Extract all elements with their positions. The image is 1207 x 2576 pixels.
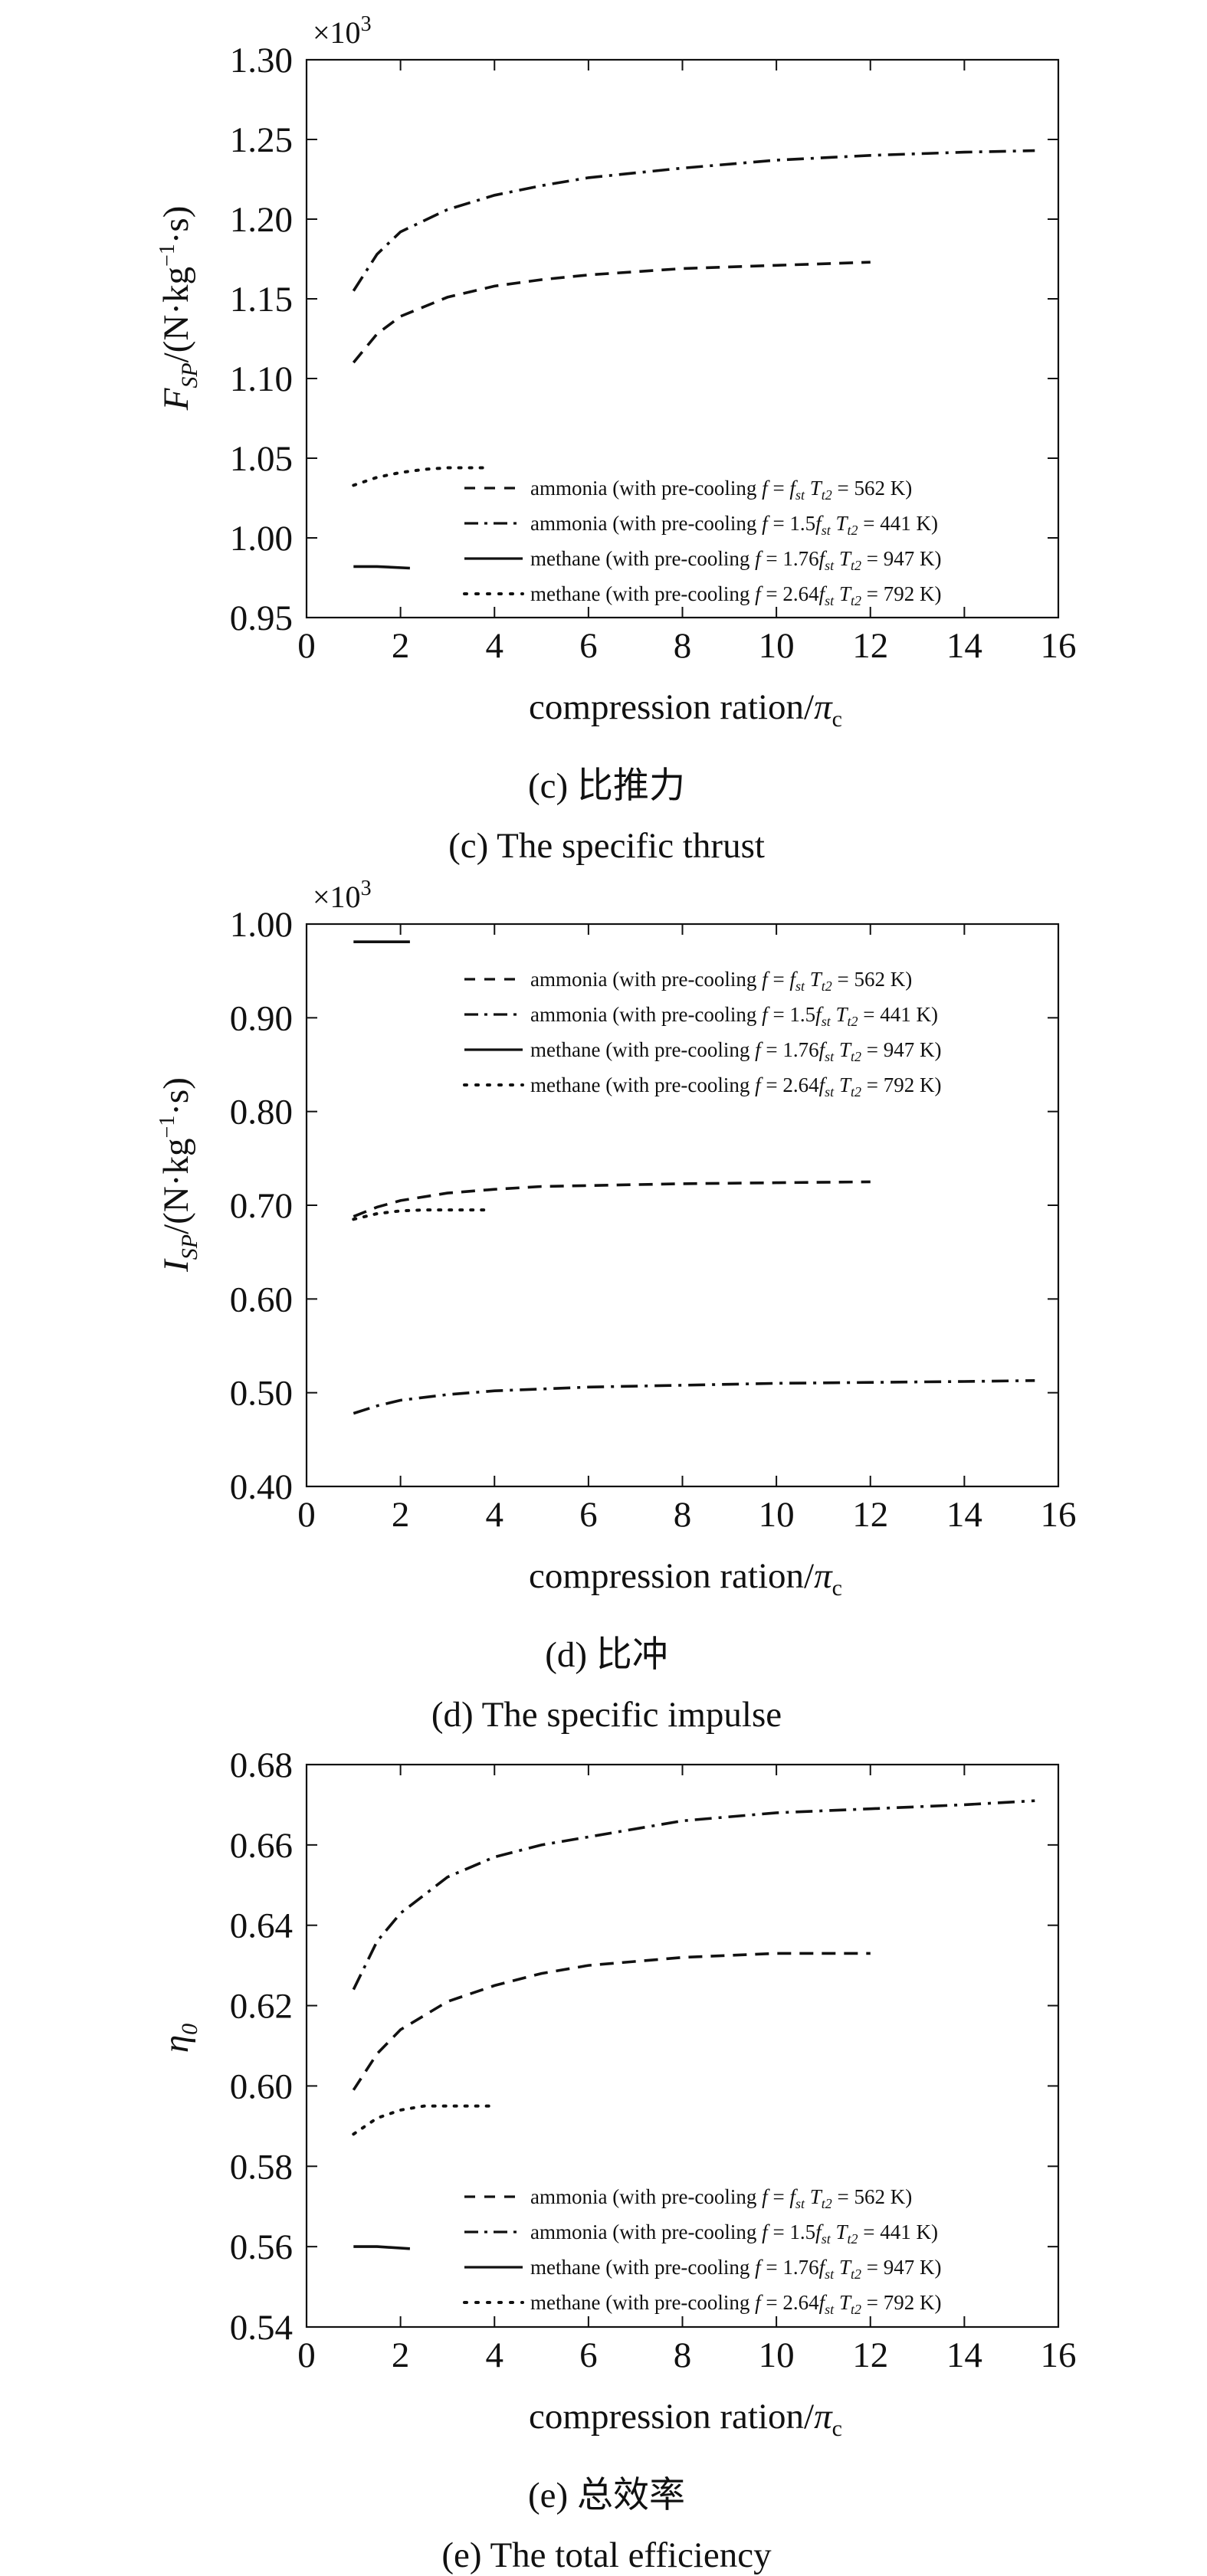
y-tick-label: 1.05: [230, 439, 293, 479]
y-tick-label: 0.58: [230, 2147, 293, 2187]
x-tick-label: 0: [297, 626, 316, 666]
x-axis-label: compression ration/πc: [529, 2397, 842, 2441]
x-tick-label: 12: [852, 1495, 888, 1535]
series-line-3: [353, 2245, 411, 2250]
x-tick-label: 6: [579, 1495, 598, 1535]
x-axis-label: compression ration/πc: [529, 1556, 842, 1601]
y-tick-label: 0.60: [230, 2066, 293, 2106]
x-tick-label: 2: [392, 1495, 410, 1535]
x-tick-label: 16: [1041, 2335, 1077, 2375]
series-line-3: [353, 565, 410, 570]
series-line-1: [353, 1180, 871, 1218]
legend: ammonia (with pre-cooling f = fst Tt2 = …: [463, 2185, 941, 2317]
y-tick-label: 1.10: [230, 359, 293, 399]
series-line-2: [353, 1379, 1035, 1415]
y-axis-label: ISP/(N·kg−1·s): [156, 1077, 202, 1273]
x-tick-label: 8: [674, 2335, 692, 2375]
legend: ammonia (with pre-cooling f = fst Tt2 = …: [463, 968, 941, 1100]
y-tick-label: 1.25: [230, 120, 293, 160]
y-tick-label: 1.00: [230, 519, 293, 559]
x-tick-label: 0: [297, 1495, 316, 1535]
legend-label: methane (with pre-cooling f = 1.76fst Tt…: [530, 1038, 941, 1064]
y-tick-label: 0.62: [230, 1987, 293, 2027]
x-tick-label: 12: [852, 626, 888, 666]
legend-label: ammonia (with pre-cooling f = fst Tt2 = …: [530, 2185, 912, 2211]
chart-total-efficiency: 0 2 4 6 8 10 12 14 16 0.54 0.56 0.58 0.60 0.62 0.64 0.6…: [156, 1745, 1077, 2575]
y-tick-label: 0.64: [230, 1906, 293, 1946]
x-tick-label: 6: [579, 2335, 598, 2375]
y-tick-label: 1.00: [230, 905, 293, 945]
y-tick-label: 0.95: [230, 598, 293, 638]
series-line-1: [352, 261, 871, 364]
series-line-1: [352, 1952, 871, 2091]
x-axis-label: compression ration/πc: [529, 687, 842, 732]
series-line-2: [352, 149, 1035, 292]
caption-chinese: (c) 比推力: [528, 766, 685, 806]
y-tick-label: 0.66: [230, 1826, 293, 1866]
y-tick-label: 0.40: [230, 1467, 293, 1507]
y-multiplier: ×103: [313, 877, 372, 914]
x-tick-label: 10: [759, 1495, 795, 1535]
legend-label: methane (with pre-cooling f = 1.76fst Tt…: [530, 547, 941, 573]
series-line-4: [352, 1208, 492, 1221]
x-tick-label: 10: [759, 626, 795, 666]
series-line-2: [352, 1799, 1035, 1991]
legend-label: methane (with pre-cooling f = 2.64fst Tt…: [530, 2291, 941, 2317]
y-tick-label: 0.60: [230, 1280, 293, 1319]
caption-chinese: (d) 比冲: [545, 1635, 668, 1675]
y-tick-label: 1.20: [230, 200, 293, 240]
x-tick-label: 14: [946, 2335, 982, 2375]
legend-label: ammonia (with pre-cooling f = fst Tt2 = …: [530, 968, 912, 994]
chart-specific-impulse: 0 2 4 6 8 10 12 14 16 0.40 0.50 0.60 0.70 0.80 0.90 1.0…: [156, 877, 1077, 1735]
x-tick-label: 0: [297, 2335, 316, 2375]
x-tick-label: 16: [1041, 1495, 1077, 1535]
caption-english: (e) The total efficiency: [441, 2535, 772, 2575]
legend-label: ammonia (with pre-cooling f = 1.5fst Tt2…: [530, 512, 938, 538]
caption-english: (d) The specific impulse: [431, 1695, 782, 1735]
y-axis-label: FSP/(N·kg−1·s): [156, 206, 202, 411]
series-line-4: [352, 2104, 497, 2136]
x-tick-label: 14: [946, 626, 982, 666]
x-tick-label: 14: [946, 1495, 982, 1535]
x-tick-label: 4: [486, 626, 504, 666]
y-tick-label: 0.90: [230, 998, 293, 1038]
y-tick-label: 1.30: [230, 41, 293, 80]
y-multiplier: ×103: [313, 12, 372, 50]
x-tick-label: 6: [579, 626, 598, 666]
y-tick-label: 0.70: [230, 1186, 293, 1226]
legend-label: methane (with pre-cooling f = 1.76fst Tt…: [530, 2256, 941, 2282]
y-tick-label: 1.15: [230, 280, 293, 320]
legend-label: ammonia (with pre-cooling f = 1.5fst Tt2…: [530, 2220, 938, 2247]
y-tick-label: 0.80: [230, 1093, 293, 1132]
caption-chinese: (e) 总效率: [528, 2476, 685, 2515]
chart-specific-thrust: 0 2 4 6 8 10 12 14 16 0.95 1.00 1.05 1.10 1.15 1.20 1.2…: [156, 12, 1077, 866]
x-tick-label: 2: [392, 626, 410, 666]
y-tick-label: 0.50: [230, 1374, 293, 1414]
y-tick-label: 0.68: [230, 1745, 293, 1785]
x-tick-label: 8: [674, 626, 692, 666]
x-tick-label: 4: [486, 2335, 504, 2375]
legend: ammonia (with pre-cooling f = fst Tt2 = …: [463, 477, 941, 608]
caption-english: (c) The specific thrust: [448, 826, 765, 866]
legend-label: methane (with pre-cooling f = 2.64fst Tt…: [530, 582, 941, 608]
x-tick-label: 8: [674, 1495, 692, 1535]
legend-label: ammonia (with pre-cooling f = fst Tt2 = …: [530, 477, 912, 503]
legend-label: ammonia (with pre-cooling f = 1.5fst Tt2…: [530, 1003, 938, 1029]
x-tick-label: 16: [1041, 626, 1077, 666]
y-tick-label: 0.56: [230, 2227, 293, 2267]
x-tick-label: 2: [392, 2335, 410, 2375]
y-tick-label: 0.54: [230, 2308, 293, 2348]
x-tick-label: 12: [852, 2335, 888, 2375]
legend-label: methane (with pre-cooling f = 2.64fst Tt…: [530, 1073, 941, 1100]
x-tick-label: 4: [486, 1495, 504, 1535]
y-axis-label: η0: [156, 2024, 202, 2053]
series-line-4: [352, 466, 492, 487]
x-tick-label: 10: [759, 2335, 795, 2375]
